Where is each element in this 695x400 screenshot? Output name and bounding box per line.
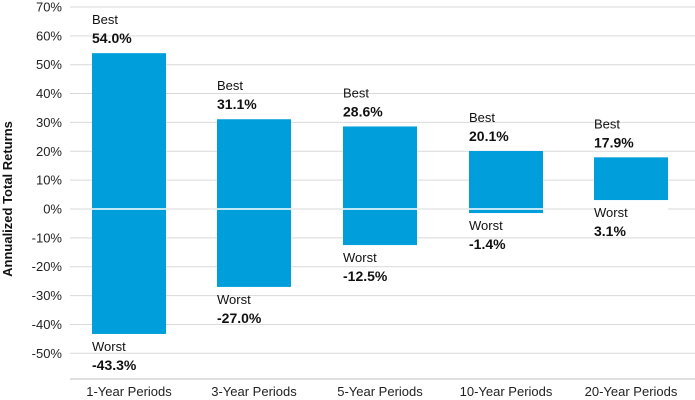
worst-value-label: -12.5% (343, 268, 388, 284)
worst-word-label: Worst (594, 205, 628, 220)
best-word-label: Best (594, 116, 620, 131)
worst-word-label: Worst (343, 250, 377, 265)
y-tick-label: 50% (36, 57, 62, 72)
y-tick-label: -40% (32, 317, 63, 332)
worst-word-label: Worst (217, 292, 251, 307)
x-tick-label: 5-Year Periods (337, 384, 423, 399)
y-axis-label: Annualized Total Returns (0, 121, 15, 277)
x-tick-label: 20-Year Periods (585, 384, 678, 399)
x-tick-label: 10-Year Periods (460, 384, 553, 399)
y-tick-label: 60% (36, 28, 62, 43)
worst-word-label: Worst (469, 218, 503, 233)
best-value-label: 17.9% (594, 134, 634, 150)
y-tick-label: 10% (36, 173, 62, 188)
best-word-label: Best (217, 78, 243, 93)
y-tick-label: 20% (36, 144, 62, 159)
x-tick-labels: 1-Year Periods 3-Year Periods 5-Year Perio… (86, 384, 678, 399)
y-tick-label: 0% (43, 202, 62, 217)
worst-value-label: -43.3% (92, 357, 137, 373)
y-tick-label: -20% (32, 259, 63, 274)
best-word-label: Best (469, 110, 495, 125)
range-bar (217, 119, 291, 287)
x-tick-label: 3-Year Periods (211, 384, 297, 399)
data-labels: Best 54.0% Worst -43.3% Best 31.1% Worst -27.0%… (92, 12, 634, 373)
worst-word-label: Worst (92, 339, 126, 354)
worst-value-label: -1.4% (469, 236, 506, 252)
best-value-label: 54.0% (92, 30, 132, 46)
best-word-label: Best (343, 85, 369, 100)
y-tick-label: 30% (36, 115, 62, 130)
best-value-label: 31.1% (217, 96, 257, 112)
range-bar (92, 53, 166, 334)
worst-value-label: -27.0% (217, 310, 262, 326)
range-bar (594, 157, 668, 201)
y-tick-label: -50% (32, 346, 63, 361)
bars (70, 53, 695, 334)
best-word-label: Best (92, 12, 118, 27)
worst-value-label: 3.1% (594, 223, 626, 239)
y-tick-label: 70% (36, 0, 62, 14)
x-tick-label: 1-Year Periods (86, 384, 172, 399)
y-tick-label: -30% (32, 288, 63, 303)
y-tick-label: 40% (36, 86, 62, 101)
range-bar (343, 126, 417, 246)
y-tick-labels: -50% -40% -30% -20% -10% 0% 10% 20% 30% 40% 50% 60%… (32, 0, 63, 361)
y-tick-label: -10% (32, 230, 63, 245)
best-value-label: 20.1% (469, 128, 509, 144)
range-bar (469, 150, 543, 214)
best-value-label: 28.6% (343, 103, 383, 119)
